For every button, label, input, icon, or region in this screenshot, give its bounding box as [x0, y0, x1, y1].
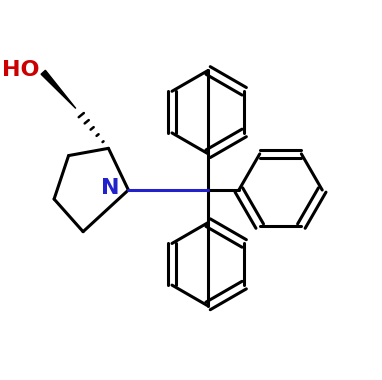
Polygon shape — [41, 70, 76, 108]
Text: N: N — [101, 178, 119, 198]
Text: HO: HO — [2, 60, 40, 81]
